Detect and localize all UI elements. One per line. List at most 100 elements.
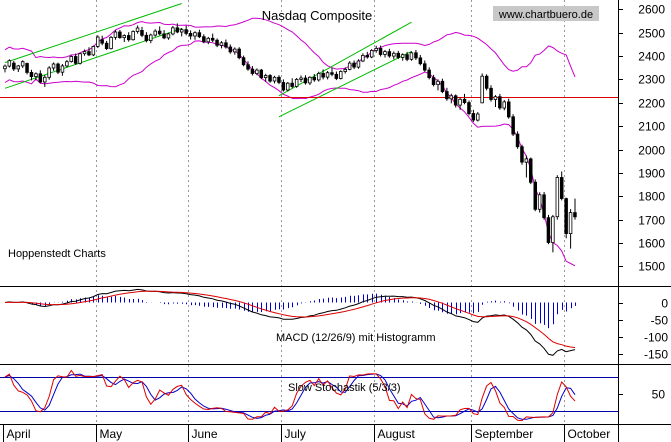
candle-body [308,76,312,84]
candle-body [232,48,237,53]
candle-body [100,39,104,44]
trend-channels [4,3,412,118]
price-tick-label: 2600 [638,3,665,17]
candle-body [113,31,118,38]
candle-body [524,158,529,163]
price-tick-label: 1600 [638,237,665,251]
candle-body [445,91,449,100]
trend-channel-line [278,21,412,97]
candle-body [277,76,281,83]
candle-body [537,194,542,210]
macd-tick-label: 0 [661,297,668,311]
candlesticks [3,23,577,253]
watermark: www.chartbuero.de [498,9,593,21]
month-label: September [475,427,534,441]
candle-body [374,48,378,51]
candle-body [498,96,502,109]
candle-body [573,212,577,218]
stochastic-tick-label: 50 [652,388,666,402]
candle-body [246,64,250,70]
candle-body [91,46,96,56]
candle-body [127,35,131,41]
candle-body [529,158,533,183]
price-tick-label: 2100 [638,120,665,134]
candle-body [131,31,135,41]
candle-body [546,217,551,243]
candle-body [153,30,157,36]
candle-body [255,69,259,74]
price-tick-label: 2300 [638,73,665,87]
candle-body [369,50,374,58]
candle-body [467,102,471,114]
price-tick-label: 1800 [638,190,665,204]
candle-body [533,181,538,210]
price-tick-label: 2200 [638,97,665,111]
candle-body [51,63,56,69]
trend-channel-line [4,3,182,64]
candle-body [493,96,498,100]
candle-body [237,48,241,59]
month-label: October [568,427,611,441]
candle-body [281,82,286,91]
candle-body [361,55,365,62]
candle-body [148,34,153,41]
macd-signal-line [4,290,576,348]
candle-body [506,101,511,118]
macd-label: MACD (12/26/9) mit Histogramm [276,332,436,344]
candle-body [290,82,294,87]
month-label: August [378,427,416,441]
candle-body [104,42,109,50]
candle-body [3,65,7,70]
candle-body [228,46,233,53]
candle-body [135,27,140,32]
candle-body [378,48,383,55]
candle-body [7,60,12,67]
candle-body [462,98,467,104]
chart-title: Nasdaq Composite [262,8,373,23]
x-axis-months: April May June July August September October [3,424,611,442]
candle-body [241,57,246,66]
y-axis-price: 1500 1600 1700 1800 1900 2000 2100 2200 2300 2400… [618,3,665,274]
candle-body [268,75,272,82]
candle-body [87,51,91,56]
candle-body [118,31,122,38]
candle-body [440,80,445,93]
y-axis-stochastic: 50 [618,388,665,402]
source-note: Hoppenstedt Charts [8,248,106,260]
candle-body [515,133,520,148]
candle-body [140,29,144,36]
candle-body [16,65,20,70]
candle-body [418,57,423,65]
candle-body [78,53,82,64]
candle-body [272,76,277,82]
trend-channel-line [278,50,412,118]
candle-body [263,75,268,78]
candle-body [316,73,321,81]
candle-body [560,177,564,199]
candle-body [321,73,325,78]
candle-body [555,177,560,218]
candle-body [312,76,316,81]
candle-body [197,32,202,38]
candle-body [47,67,51,78]
month-label: May [100,427,123,441]
candle-body [188,33,193,37]
candle-body [34,73,38,78]
macd-panel [4,288,576,356]
stochastic-panel [0,369,618,422]
candle-body [206,37,210,43]
price-tick-label: 2400 [638,50,665,64]
candle-body [166,33,171,39]
month-label: April [7,427,31,441]
month-label: July [285,427,306,441]
candle-body [73,56,78,64]
candle-body [449,95,453,100]
candle-body [69,56,74,62]
candle-body [325,72,330,78]
candle-body [171,27,175,35]
month-label: June [192,427,218,441]
stochastic-k-line [4,369,576,422]
price-tick-label: 1500 [638,260,665,274]
candle-body [250,68,255,74]
